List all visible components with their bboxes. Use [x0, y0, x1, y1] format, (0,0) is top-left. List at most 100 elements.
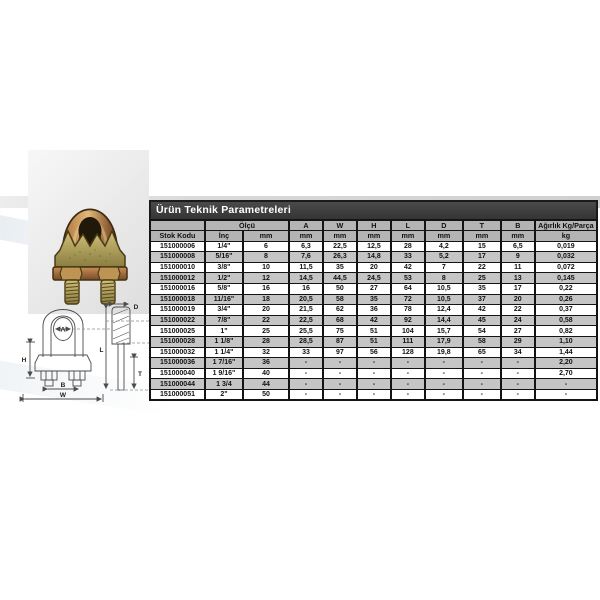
- col-header-weight: Ağırlık Kg/Parça: [533, 219, 599, 232]
- table-row: 151000025 1" 25 25,5 75 51 104 15,7 54 27 0,82: [149, 325, 599, 338]
- cell-a: 11,5: [287, 261, 324, 274]
- cell-a: 14,5: [287, 272, 324, 285]
- cell-kg: 0,37: [533, 304, 599, 316]
- cell-mm: 10: [241, 261, 290, 274]
- cell-inc: 11/16": [203, 293, 244, 306]
- cell-h: -: [355, 357, 392, 369]
- cell-h: 56: [355, 346, 392, 359]
- cell-a: 6,3: [287, 240, 324, 253]
- cell-mm: 28: [241, 336, 290, 348]
- cell-stok: 151000040: [149, 367, 206, 380]
- cell-t: 65: [461, 346, 502, 359]
- cell-stok: 151000016: [149, 283, 206, 295]
- cell-l: -: [389, 389, 426, 401]
- cell-d: 12,4: [423, 304, 464, 316]
- cell-t: 42: [461, 304, 502, 316]
- cell-a: 20,5: [287, 293, 324, 306]
- cell-inc: 1 3/4: [203, 378, 244, 390]
- cell-d: 10,5: [423, 293, 464, 306]
- unit-mm: mm: [287, 230, 324, 242]
- cell-d: 7: [423, 261, 464, 274]
- cell-t: -: [461, 389, 502, 401]
- cell-kg: 0,26: [533, 293, 599, 306]
- cell-mm: 8: [241, 251, 290, 263]
- dim-label-h: H: [22, 357, 27, 364]
- spec-table-block: Ürün Teknik Parametreleri Ölçü A W H L D…: [149, 200, 599, 402]
- table-row: 151000010 3/8" 10 11,5 35 20 42 7 22 11 0,072: [149, 261, 599, 274]
- cell-l: 111: [389, 336, 426, 348]
- cell-mm: 12: [241, 272, 290, 285]
- cell-d: -: [423, 378, 464, 390]
- cell-a: 33: [287, 346, 324, 359]
- cell-h: -: [355, 389, 392, 401]
- cell-w: 50: [321, 283, 358, 295]
- cell-inc: 1 9/16": [203, 367, 244, 380]
- cell-l: 53: [389, 272, 426, 285]
- cell-a: 7,6: [287, 251, 324, 263]
- cell-b: -: [499, 378, 536, 390]
- cell-b: 22: [499, 304, 536, 316]
- col-header-a: A: [287, 219, 324, 232]
- header-blank: [149, 219, 206, 232]
- cell-d: -: [423, 357, 464, 369]
- header-row-units: Stok Kodu İnç mm mm mm mm mm mm mm mm kg: [149, 230, 599, 242]
- cell-h: 42: [355, 314, 392, 327]
- cell-h: 36: [355, 304, 392, 316]
- cell-d: 19,8: [423, 346, 464, 359]
- cell-b: -: [499, 357, 536, 369]
- table-row: 151000044 1 3/4 44- - - - - - - -: [149, 378, 599, 390]
- table-row: 151000018 11/16" 18 20,5 58 35 72 10,5 37 20 0,26: [149, 293, 599, 306]
- cell-stok: 151000008: [149, 251, 206, 263]
- cell-l: 128: [389, 346, 426, 359]
- cell-b: -: [499, 389, 536, 401]
- cell-b: -: [499, 367, 536, 380]
- cell-stok: 151000012: [149, 272, 206, 285]
- cell-t: 15: [461, 240, 502, 253]
- dim-label-a: A: [61, 327, 66, 334]
- cell-b: 11: [499, 261, 536, 274]
- cell-stok: 151000019: [149, 304, 206, 316]
- cell-inc: 3/4": [203, 304, 244, 316]
- cell-inc: 3/8": [203, 261, 244, 274]
- cell-w: -: [321, 378, 358, 390]
- cell-stok: 151000010: [149, 261, 206, 274]
- cell-stok: 151000006: [149, 240, 206, 253]
- cell-a: -: [287, 357, 324, 369]
- wire-rope-clip-photo: [52, 208, 128, 305]
- cell-stok: 151000022: [149, 314, 206, 327]
- table-row: 151000019 3/4" 20 21,5 62 36 78 12,4 42 22 0,37: [149, 304, 599, 316]
- table-row: 151000012 1/2" 12 14,5 44,5 24,5 53 8 25 13 0,145: [149, 272, 599, 285]
- table-row: 151000036 1 7/16" 36- - - - - - -2,20: [149, 357, 599, 369]
- cell-l: -: [389, 378, 426, 390]
- header-row-groups: Ölçü A W H L D T B Ağırlık Kg/Parça: [149, 219, 599, 232]
- unit-mm: mm: [389, 230, 426, 242]
- cell-w: 62: [321, 304, 358, 316]
- cell-mm: 50: [241, 389, 290, 401]
- cell-inc: 1 7/16": [203, 357, 244, 369]
- cell-l: 28: [389, 240, 426, 253]
- col-header-w: W: [321, 219, 358, 232]
- col-header-l: L: [389, 219, 426, 232]
- cell-b: 20: [499, 293, 536, 306]
- unit-mm: mm: [241, 230, 290, 242]
- cell-l: 42: [389, 261, 426, 274]
- cell-w: 97: [321, 346, 358, 359]
- cell-b: 13: [499, 272, 536, 285]
- cell-b: 17: [499, 283, 536, 295]
- col-header-inc: İnç: [203, 230, 244, 242]
- cell-h: 51: [355, 336, 392, 348]
- cell-a: 16: [287, 283, 324, 295]
- cell-d: 4,2: [423, 240, 464, 253]
- cell-kg: 2,20: [533, 357, 599, 369]
- cell-a: 25,5: [287, 325, 324, 338]
- technical-drawing: A H B W L D T: [19, 302, 150, 402]
- cell-l: 64: [389, 283, 426, 295]
- cell-w: 26,3: [321, 251, 358, 263]
- cell-h: 20: [355, 261, 392, 274]
- cell-h: 24,5: [355, 272, 392, 285]
- table-row: 151000028 1 1/8" 28 28,5 87 51 111 17,9 58 29 1,10: [149, 336, 599, 348]
- cell-h: -: [355, 378, 392, 390]
- cell-kg: 0,072: [533, 261, 599, 274]
- dim-label-l: L: [100, 347, 104, 354]
- cell-mm: 6: [241, 240, 290, 253]
